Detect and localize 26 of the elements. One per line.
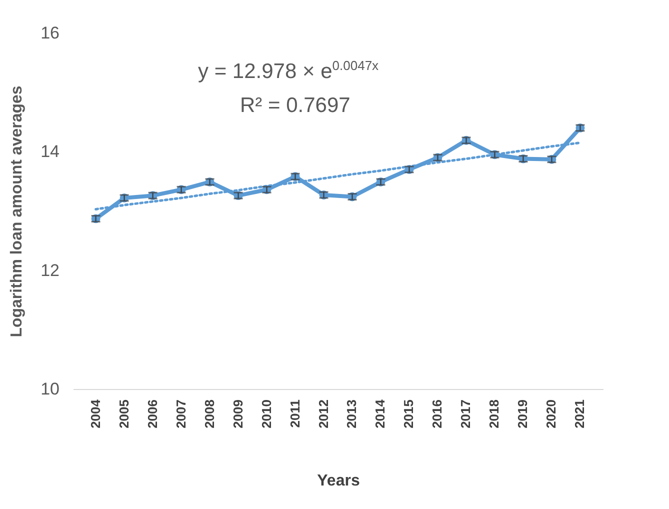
y-tick-label: 10 bbox=[40, 380, 60, 398]
x-axis-title: Years bbox=[317, 472, 360, 490]
x-tick-label: 2019 bbox=[515, 400, 530, 428]
annotation: y = 12.978 × e$^{0.0047x}$ bbox=[198, 58, 379, 84]
x-tick-label: 2005 bbox=[116, 400, 132, 428]
y-tick-label: 14 bbox=[40, 142, 60, 162]
x-tick-label: 2018 bbox=[486, 400, 502, 428]
x-tick-label: 2009 bbox=[230, 400, 246, 428]
y-tick-label: 12 bbox=[40, 260, 60, 280]
x-tick-label: 2004 bbox=[88, 398, 103, 428]
x-tick-label: 2014 bbox=[372, 398, 388, 428]
x-tick-label: 2011 bbox=[287, 400, 302, 428]
x-tick-label: 2015 bbox=[401, 400, 416, 428]
x-tick-label: 2020 bbox=[544, 400, 559, 428]
x-tick-label: 2007 bbox=[173, 400, 188, 428]
x-tick-label: 2010 bbox=[258, 400, 274, 428]
x-tick-label: 2016 bbox=[430, 400, 445, 428]
x-tick-label: 2006 bbox=[144, 400, 160, 428]
y-tick-label: 16 bbox=[40, 24, 60, 42]
x-tick-label: 2021 bbox=[572, 400, 588, 428]
x-tick-label: 2013 bbox=[344, 400, 360, 428]
x-tick-label: 2008 bbox=[202, 400, 217, 428]
y-axis-title: Logarithm loan amount averages bbox=[8, 86, 26, 338]
annotation: R² = 0.7697 bbox=[240, 94, 350, 118]
x-tick-label: 2017 bbox=[458, 400, 474, 428]
x-tick-label: 2012 bbox=[316, 400, 331, 428]
